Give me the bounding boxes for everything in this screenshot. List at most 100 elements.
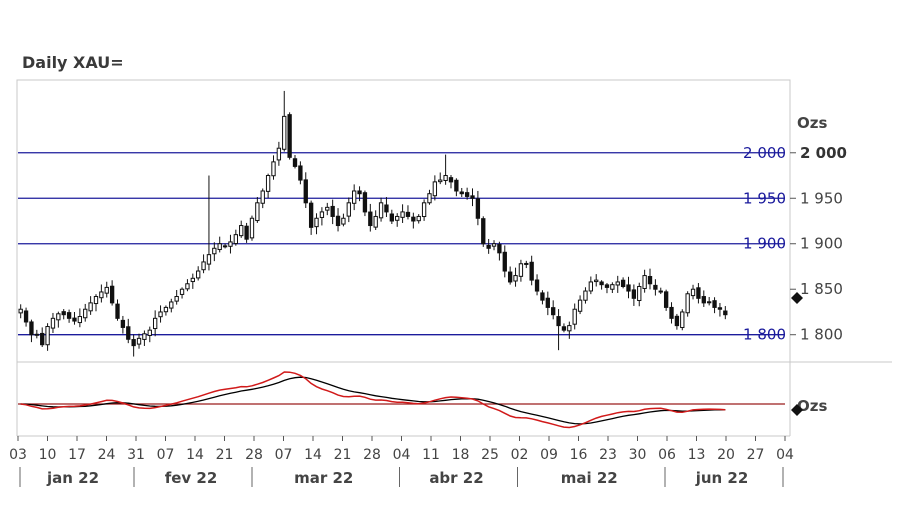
candle-body — [502, 251, 507, 272]
candle-body — [142, 333, 147, 340]
candle-body — [56, 313, 61, 321]
candle-body — [389, 213, 394, 222]
candle-body — [357, 190, 362, 195]
level-lines: 2 000 1 950 1 900 1 800 — [18, 144, 786, 344]
candle-body — [432, 181, 438, 197]
candle-body — [551, 307, 556, 316]
candle-body — [147, 329, 152, 336]
candle-body — [707, 301, 712, 304]
candle-body — [362, 192, 368, 213]
x-tick-label: 28 — [363, 447, 381, 463]
candle-body — [642, 275, 647, 289]
lower-unit-label: Ozs — [797, 397, 827, 415]
candle-body — [104, 286, 109, 294]
candle-body — [335, 215, 341, 227]
candle-body — [378, 202, 384, 219]
candle-body — [29, 321, 34, 336]
x-tick-label: 14 — [304, 447, 322, 463]
candle-body — [212, 247, 217, 255]
candle-body — [497, 244, 502, 254]
candle-body — [298, 165, 303, 181]
candle-body — [680, 311, 685, 329]
candle-body — [249, 217, 255, 239]
candle-body — [395, 215, 400, 221]
candle-body — [421, 202, 427, 218]
candle-body — [475, 198, 481, 219]
x-tick-label: 24 — [98, 447, 116, 463]
candle-body — [588, 281, 594, 292]
x-tick-label: 03 — [9, 447, 27, 463]
candle-body — [599, 281, 604, 286]
candle-body — [260, 190, 265, 204]
candle-body — [717, 307, 723, 310]
x-tick-label: 11 — [422, 447, 440, 463]
candle-body — [233, 234, 239, 245]
candle-body — [524, 262, 529, 265]
candle-body — [556, 316, 561, 327]
candle-body — [276, 147, 282, 161]
x-tick-label: 13 — [688, 447, 706, 463]
candle-body — [206, 254, 212, 265]
candle-body — [72, 317, 77, 322]
y-unit-label: Ozs — [797, 114, 827, 132]
candle-body — [174, 296, 179, 302]
candle-body — [352, 190, 357, 204]
candle-body — [308, 202, 314, 228]
x-axis: 03 10 17 24 31 07 14 21 28 07 14 21 28 04 11 18 25 02 09 16… — [9, 436, 794, 487]
candle-body — [152, 317, 158, 330]
y-tick-label: 1 950 — [800, 189, 843, 207]
chart-title: Daily XAU= — [22, 53, 124, 72]
candle-body — [723, 310, 728, 316]
candle-body — [696, 287, 701, 299]
level-label: 1 950 — [743, 189, 786, 207]
candle-body — [647, 275, 653, 285]
x-tick-label: 25 — [481, 447, 499, 463]
x-tick-label: 06 — [658, 447, 676, 463]
candle-body — [136, 337, 142, 345]
month-label: jan 22 — [46, 469, 99, 487]
candle-body — [239, 225, 244, 237]
indicator-panel — [18, 371, 785, 429]
level-label: 2 000 — [743, 144, 786, 162]
x-tick-label: 07 — [275, 447, 293, 463]
candle-body — [712, 300, 717, 308]
candle-body — [669, 306, 674, 319]
candle-body — [594, 279, 599, 283]
candle-body — [561, 326, 567, 331]
candle-body — [201, 261, 206, 271]
x-tick-label: 04 — [776, 447, 794, 463]
x-tick-label: 02 — [511, 447, 529, 463]
candle-body — [325, 206, 330, 211]
x-tick-label: 04 — [393, 447, 411, 463]
x-tick-label: 23 — [599, 447, 617, 463]
candle-body — [196, 270, 201, 279]
candle-body — [346, 202, 351, 217]
candle-body — [50, 317, 56, 329]
candle-body — [66, 312, 72, 319]
x-tick-label: 17 — [68, 447, 86, 463]
candle-body — [674, 315, 680, 327]
candle-body — [373, 215, 378, 228]
candle-body — [126, 326, 131, 340]
candle-body — [577, 299, 583, 312]
y-tick-label: 1 800 — [800, 326, 843, 344]
candle-body — [217, 243, 222, 251]
candle-body — [464, 192, 470, 197]
indicator-signal-line — [20, 376, 726, 425]
x-tick-label: 09 — [540, 447, 558, 463]
x-tick-label: 31 — [127, 447, 145, 463]
last-price-marker — [791, 292, 803, 304]
candle-body — [319, 211, 325, 218]
candle-body — [93, 296, 99, 305]
candle-body — [45, 326, 50, 346]
candle-body — [169, 301, 174, 309]
candle-body — [685, 293, 690, 314]
y-tick-label: 1 900 — [800, 235, 843, 253]
candle-body — [620, 279, 626, 287]
x-tick-label: 20 — [717, 447, 735, 463]
candle-body — [228, 241, 233, 247]
candle-body — [459, 191, 464, 195]
candle-body — [314, 217, 319, 228]
candle-body — [513, 275, 518, 282]
